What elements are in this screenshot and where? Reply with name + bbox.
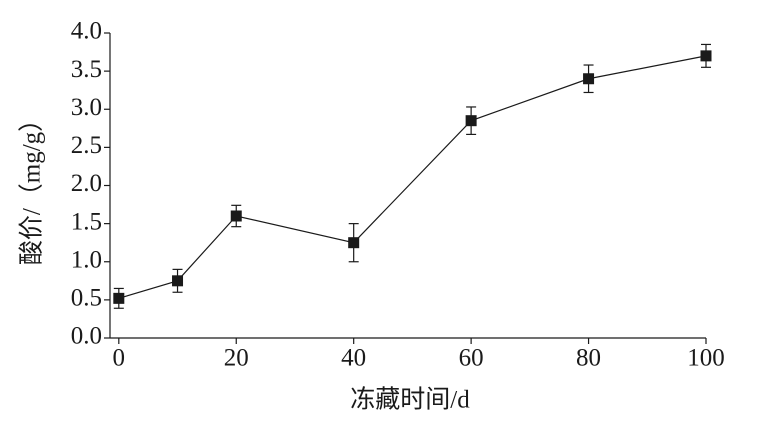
x-tick-label: 20 (224, 345, 249, 372)
y-tick-label: 1.5 (71, 208, 102, 235)
x-tick-label: 0 (113, 345, 126, 372)
y-axis-label: 酸价/（mg/g） (18, 107, 46, 265)
y-tick-label: 0.5 (71, 285, 102, 312)
x-tick-label: 100 (687, 345, 725, 372)
x-axis-label: 冻藏时间/d (350, 386, 470, 414)
x-tick-label: 80 (576, 345, 601, 372)
y-tick-label: 3.0 (71, 94, 102, 121)
y-tick-label: 2.5 (71, 132, 102, 159)
y-tick-label: 3.5 (71, 56, 102, 83)
marker (172, 275, 184, 287)
y-tick-label: 2.0 (71, 170, 102, 197)
y-tick-label: 0.0 (71, 323, 102, 350)
x-tick-label: 40 (341, 345, 366, 372)
marker (583, 73, 595, 85)
y-tick-label: 4.0 (71, 18, 102, 45)
y-tick-label: 1.0 (71, 246, 102, 273)
series-line (118, 55, 707, 299)
marker (700, 50, 712, 62)
marker (230, 210, 242, 222)
marker (113, 292, 125, 304)
marker (348, 237, 360, 249)
marker (465, 115, 477, 127)
x-tick-label: 60 (459, 345, 484, 372)
